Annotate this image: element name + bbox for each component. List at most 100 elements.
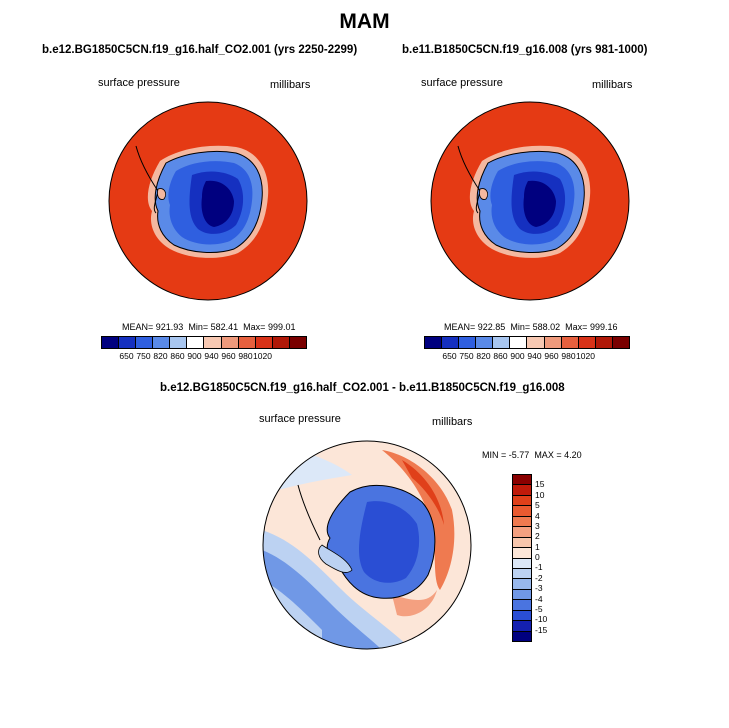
panel-1-units: millibars — [270, 79, 311, 91]
colorbar-swatch — [513, 600, 531, 611]
colorbar-tick-label: 750 — [459, 351, 474, 361]
colorbar-swatch — [272, 337, 290, 348]
colorbar-swatch — [459, 337, 477, 348]
colorbar-swatch — [493, 337, 511, 348]
colorbar-swatch — [513, 537, 531, 549]
colorbar-swatch — [513, 589, 531, 601]
colorbar-swatch — [102, 337, 120, 348]
panel-1-stats: MEAN= 921.93 Min= 582.41 Max= 999.01 — [122, 322, 295, 332]
colorbar-swatch — [578, 337, 596, 348]
colorbar-swatch — [513, 516, 531, 528]
colorbar-tick-label: -15 — [535, 624, 548, 635]
panel-2-mean-label: MEAN= — [444, 322, 476, 332]
colorbar-swatch — [289, 337, 306, 348]
colorbar-swatch — [119, 337, 137, 348]
colorbar-swatch — [238, 337, 256, 348]
diff-polar-map — [262, 440, 472, 650]
panel-1-mean: 921.93 — [155, 322, 184, 332]
colorbar-tick-label: 1 — [535, 541, 540, 552]
diff-title: b.e12.BG1850C5CN.f19_g16.half_CO2.001 - … — [160, 382, 565, 394]
colorbar-swatch — [221, 337, 239, 348]
panel-2-title: b.e11.B1850C5CN.f19_g16.008 (yrs 981-100… — [402, 44, 648, 56]
colorbar-swatch — [513, 621, 531, 632]
colorbar-tick-label: 940 — [204, 351, 219, 361]
colorbar-tick-label: 960 — [544, 351, 559, 361]
panel-1-mean-label: MEAN= — [122, 322, 154, 332]
panel-1-min: 582.41 — [210, 322, 239, 332]
diff-units: millibars — [432, 416, 473, 428]
colorbar-tick-label: -2 — [535, 572, 543, 583]
panel-2-min-label: Min= — [510, 322, 531, 332]
colorbar-tick-label: 750 — [136, 351, 151, 361]
colorbar-tick-label: -1 — [535, 562, 543, 573]
colorbar-tick-label: 1020 — [576, 351, 595, 361]
colorbar-tick-label: 5 — [535, 500, 540, 511]
colorbar-swatch — [513, 485, 531, 496]
colorbar-tick-label: -5 — [535, 603, 543, 614]
colorbar-swatch — [561, 337, 579, 348]
colorbar-tick-label: 15 — [535, 479, 545, 490]
panel-1-max: 999.01 — [267, 322, 296, 332]
panel-2-variable: surface pressure — [421, 77, 503, 89]
colorbar-tick-label: 10 — [535, 489, 545, 500]
colorbar-tick-label: -4 — [535, 593, 543, 604]
panel-2-polar-map — [430, 101, 630, 301]
diff-stats: MIN = -5.77 MAX = 4.20 — [482, 450, 582, 460]
colorbar-swatch — [204, 337, 222, 348]
colorbar-tick-label: 860 — [493, 351, 508, 361]
colorbar-tick-label: 650 — [119, 351, 134, 361]
colorbar-tick-label: 3 — [535, 520, 540, 531]
colorbar-tick-label: 0 — [535, 552, 540, 562]
colorbar-tick-label: 650 — [442, 351, 457, 361]
colorbar-tick-label: 980 — [238, 351, 253, 361]
diff-max: 4.20 — [564, 450, 582, 460]
diff-max-label: MAX = — [534, 450, 562, 460]
panel-1-colorbar — [101, 336, 307, 349]
colorbar-swatch — [170, 337, 188, 348]
colorbar-swatch — [544, 337, 562, 348]
colorbar-swatch — [612, 337, 629, 348]
colorbar-swatch — [513, 558, 531, 569]
colorbar-tick-label: 940 — [527, 351, 542, 361]
colorbar-tick-label: 900 — [187, 351, 202, 361]
panel-1-polar-map — [108, 101, 308, 301]
diff-min-label: MIN = — [482, 450, 507, 460]
panel-1-variable: surface pressure — [98, 77, 180, 89]
colorbar-swatch — [513, 506, 531, 517]
colorbar-swatch — [527, 337, 545, 348]
colorbar-tick-label: 860 — [170, 351, 185, 361]
panel-2-max: 999.16 — [589, 322, 618, 332]
panel-1-min-label: Min= — [188, 322, 209, 332]
diff-colorbar-ticks: 15 10 5 4 3 2 1 0 -1 -2 -3 -4 -5 -10 -15 — [535, 474, 565, 640]
panel-2-colorbar-ticks: 650 750 820 860 900 940 960 980 1020 — [424, 351, 628, 363]
colorbar-swatch — [513, 495, 531, 507]
panel-2-mean: 922.85 — [477, 322, 506, 332]
colorbar-tick-label: 820 — [153, 351, 168, 361]
colorbar-swatch — [513, 548, 531, 559]
colorbar-tick-label: 900 — [510, 351, 525, 361]
colorbar-swatch — [513, 475, 531, 486]
colorbar-tick-label: 820 — [476, 351, 491, 361]
panel-2-stats: MEAN= 922.85 Min= 588.02 Max= 999.16 — [444, 322, 617, 332]
colorbar-swatch — [476, 337, 494, 348]
panel-2-max-label: Max= — [565, 322, 588, 332]
colorbar-swatch — [513, 527, 531, 538]
colorbar-tick-label: 960 — [221, 351, 236, 361]
colorbar-swatch — [513, 579, 531, 590]
colorbar-tick-label: 1020 — [253, 351, 272, 361]
panel-1-title: b.e12.BG1850C5CN.f19_g16.half_CO2.001 (y… — [42, 44, 358, 56]
panel-1-colorbar-ticks: 650 750 820 860 900 940 960 980 1020 — [101, 351, 305, 363]
panel-2-colorbar — [424, 336, 630, 349]
diff-colorbar — [512, 474, 532, 642]
colorbar-swatch — [425, 337, 443, 348]
colorbar-swatch — [153, 337, 171, 348]
panel-2-units: millibars — [592, 79, 633, 91]
colorbar-swatch — [187, 337, 205, 348]
colorbar-tick-label: 2 — [535, 531, 540, 542]
colorbar-swatch — [513, 568, 531, 580]
colorbar-swatch — [513, 631, 531, 641]
colorbar-swatch — [513, 610, 531, 622]
colorbar-swatch — [510, 337, 528, 348]
diff-variable: surface pressure — [259, 413, 341, 425]
colorbar-swatch — [442, 337, 460, 348]
